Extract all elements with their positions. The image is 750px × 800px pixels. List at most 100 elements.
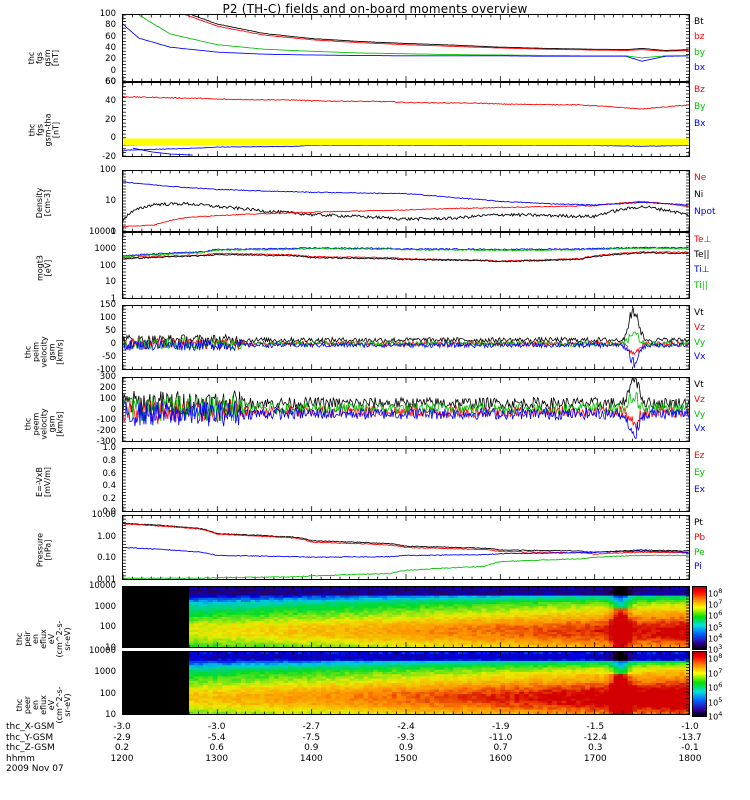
- legend-item: Vt: [694, 308, 704, 318]
- x-tick-column: -1.0 -13.7 -0.1 1800: [678, 722, 701, 764]
- y-tick-label: 0: [110, 338, 116, 349]
- legend-item: Ex: [694, 485, 706, 495]
- legend-item: bx: [694, 63, 706, 74]
- x-tick-column: -3.0 -2.9 0.2 1200: [111, 722, 134, 764]
- y-tick-labels-peer-spectrogram: 10000 1000 100 10: [74, 647, 116, 719]
- legend-item: Pb: [694, 532, 706, 543]
- y-tick-label: -200: [96, 425, 116, 436]
- x-tick-value: -0.1: [681, 743, 699, 753]
- y-tick-label: 0.6: [102, 468, 116, 479]
- legend-item: Vz: [694, 394, 705, 405]
- x-tick-value: 1700: [583, 753, 607, 764]
- legend-item: Vy: [694, 409, 706, 420]
- legend-item: bz: [694, 32, 705, 43]
- x-tick-value: 0.9: [304, 743, 319, 753]
- x-tick-value: 1400: [299, 753, 323, 764]
- y-tick-label: 10: [105, 277, 116, 287]
- legend-item: Vx: [694, 352, 706, 363]
- panel-pressure: [122, 515, 690, 580]
- colorbar-tick-label: 108: [708, 652, 723, 664]
- y-axis-title-line: sr-eV): [63, 693, 72, 717]
- y-tick-label: 0.01: [97, 574, 116, 585]
- colorbar-tick-label: 107: [708, 666, 723, 679]
- legend-item: Pe: [694, 547, 705, 558]
- y-tick-labels-efield: 1.0 0.8 0.6 0.4 0.2 0.0: [74, 444, 116, 516]
- y-tick-label: -20: [102, 151, 116, 162]
- y-axis-title-temperature: mogt3 [eV]: [35, 234, 52, 301]
- colorbar-tick-label: 104: [708, 710, 723, 722]
- colorbar-tick-label: 106: [708, 681, 723, 693]
- x-tick-value: 1800: [678, 753, 702, 764]
- x-tick-column: -1.5 -12.4 0.3 1700: [584, 722, 607, 764]
- y-axis-title-peer-spectrogram: thc peer en eflux eV (cm^2-s-sr-eV): [15, 673, 72, 737]
- y-tick-label: 60: [105, 76, 116, 87]
- y-tick-label: 1.00: [97, 531, 116, 542]
- panel-peer-spectrogram: [122, 651, 690, 715]
- colorbar-tick-label: 106: [708, 609, 723, 622]
- colorbar-tick-label: 105: [708, 695, 723, 708]
- x-tick-value: 1500: [394, 753, 418, 764]
- y-tick-label: 200: [99, 382, 116, 393]
- y-tick-label: 80: [105, 20, 116, 31]
- y-tick-label: 100: [99, 622, 116, 633]
- y-tick-labels-peir-spectrogram: 10000 1000 100 10: [74, 582, 116, 652]
- y-axis-title-density: Density [cm-3]: [35, 172, 52, 234]
- y-tick-label: 100: [99, 688, 116, 699]
- x-tick-column: -1.9 -11.0 0.7 1600: [489, 722, 512, 764]
- legend-item: Ne: [694, 173, 707, 183]
- y-tick-label: 0.4: [102, 481, 116, 492]
- y-tick-label: 1: [110, 293, 116, 304]
- y-axis-title-line: [km/s]: [55, 410, 64, 437]
- y-tick-labels-peim-velocity: 150 100 50 0 -50 -100: [74, 301, 116, 374]
- legend-item: By: [694, 102, 706, 112]
- panel-peir-spectrogram: [122, 586, 690, 648]
- legend-item: Te||: [694, 250, 710, 261]
- legend-item: by: [694, 47, 706, 58]
- x-tick-value: -2.4: [397, 722, 415, 732]
- x-tick-value: 1300: [205, 753, 229, 764]
- x-tick-value: -3.0: [207, 722, 226, 732]
- y-tick-label: 0.10: [97, 553, 116, 564]
- y-tick-label: 0.0: [102, 506, 116, 517]
- legend-item: Bt: [694, 17, 704, 27]
- y-tick-label: 100: [99, 312, 116, 323]
- y-tick-label: 0.2: [102, 493, 116, 504]
- y-tick-label: 60: [105, 31, 116, 42]
- y-axis-title-line: [nPa]: [43, 539, 52, 560]
- colorbar-tick-label: 104: [708, 631, 723, 644]
- y-axis-title-line: [km/s]: [55, 338, 64, 365]
- y-axis-title-fgs-gsm-tha: thc fgs gsm-tha [nT]: [27, 92, 60, 167]
- legend-item: Npot: [694, 207, 716, 217]
- y-tick-labels-pressure: 10.00 1.00 0.10 0.01: [74, 511, 116, 584]
- legend-item: Pi: [694, 562, 702, 573]
- x-tick-value: -3.0: [113, 722, 131, 732]
- x-tick-column: -2.4 -9.3 0.9 1500: [395, 722, 418, 764]
- y-tick-label: 10: [105, 709, 116, 720]
- y-axis-title-fgs-gsm: thc fgs gsm [nT]: [27, 24, 60, 92]
- x-tick-value: -2.7: [302, 722, 321, 732]
- y-tick-label: 60: [105, 76, 116, 87]
- x-tick-value: -5.4: [207, 732, 226, 743]
- y-axis-title-peim-velocity: thc peim velocity gsm [km/s]: [23, 319, 64, 384]
- y-axis-title-line: [nT]: [51, 121, 60, 138]
- y-tick-label: 100: [99, 393, 116, 404]
- y-tick-label: 20: [105, 114, 116, 125]
- y-tick-labels-temperature: 10000 1000 100 10 1: [74, 228, 116, 303]
- x-tick-value: -11.0: [489, 732, 513, 743]
- x-tick-value: -7.5: [302, 732, 321, 743]
- y-tick-label: 10.00: [91, 509, 116, 520]
- x-tick-value: 0.7: [493, 743, 508, 753]
- panel-efield: [122, 448, 690, 512]
- panel-density: [122, 170, 690, 232]
- y-tick-label: -50: [102, 351, 116, 362]
- y-tick-label: 10: [105, 195, 116, 206]
- y-tick-label: 100: [99, 8, 116, 19]
- panel-fgs-gsm: [122, 14, 690, 82]
- y-tick-label: 1000: [94, 601, 116, 612]
- y-tick-label: 1: [110, 226, 116, 237]
- y-axis-title-line: sr-eV): [63, 627, 72, 651]
- x-tick-value: -9.3: [397, 732, 415, 743]
- y-tick-label: 100: [99, 260, 116, 271]
- colorbar-peir-spectrogram: [692, 586, 707, 650]
- x-tick-value: -1.5: [586, 722, 605, 732]
